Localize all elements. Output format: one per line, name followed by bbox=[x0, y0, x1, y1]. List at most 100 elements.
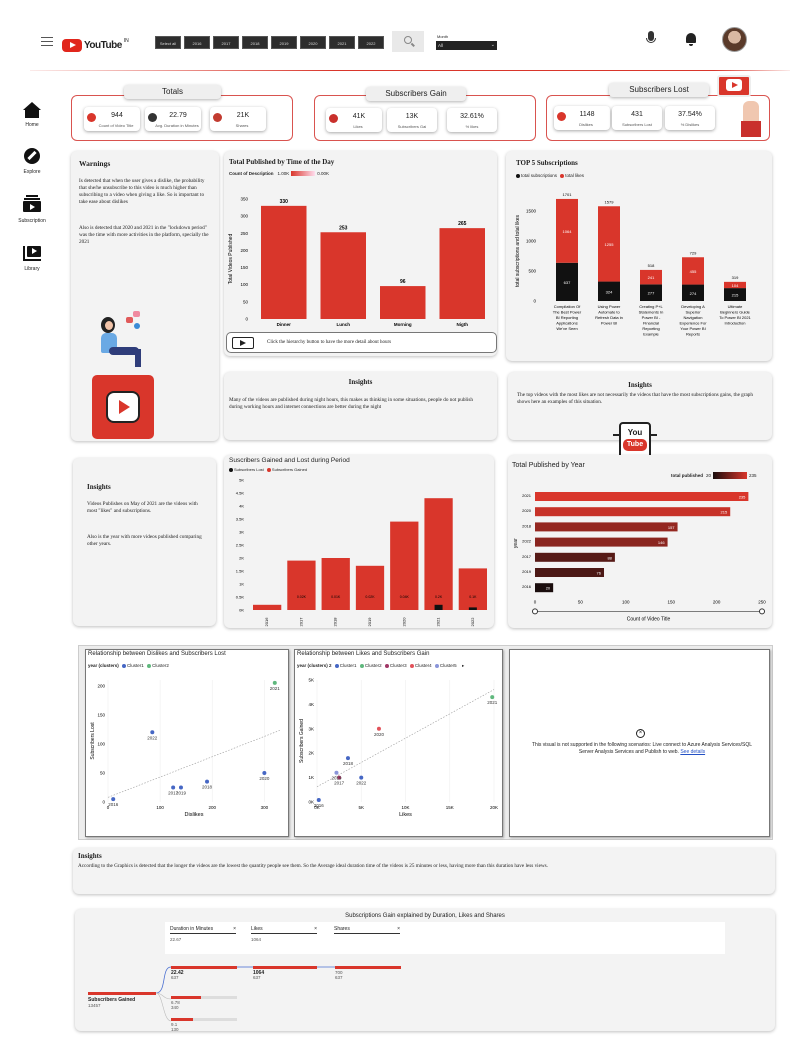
gl-bar-gained[interactable] bbox=[253, 604, 282, 610]
year-button-2022[interactable]: 2022 bbox=[358, 36, 384, 49]
top5-ytick: 0 bbox=[533, 299, 536, 304]
decomp-likes-bar[interactable] bbox=[253, 966, 317, 969]
s1-svg-point[interactable] bbox=[111, 797, 116, 802]
s2-svg-point[interactable] bbox=[316, 798, 321, 803]
top5-bar-subscriptions[interactable] bbox=[682, 284, 704, 301]
s2-svg-point[interactable] bbox=[490, 695, 495, 700]
top5-bar-likes[interactable] bbox=[682, 257, 704, 285]
s1-legend-1: Cluster1 bbox=[127, 663, 144, 668]
decomp-duration-bar[interactable] bbox=[171, 1018, 193, 1021]
top5-ytick: 500 bbox=[528, 269, 536, 274]
see-details-link[interactable]: See details bbox=[680, 749, 706, 755]
nav-explore[interactable]: Explore bbox=[8, 148, 56, 175]
gl-bar-gained[interactable] bbox=[287, 560, 316, 610]
lost-title: Subscribers Lost bbox=[609, 83, 709, 97]
by-year-bar[interactable] bbox=[535, 552, 615, 562]
by-year-bar[interactable] bbox=[535, 583, 554, 593]
gl-ytick: 3.5K bbox=[236, 517, 245, 522]
gl-legend-dot-gained bbox=[266, 467, 271, 472]
gl-data-label: 0.02K bbox=[297, 595, 307, 599]
decomp-column-2[interactable]: Likes × bbox=[251, 926, 317, 934]
close-icon[interactable]: × bbox=[314, 926, 317, 932]
top5-total-label: 319 bbox=[732, 275, 739, 280]
top5-bar-likes[interactable] bbox=[724, 281, 746, 289]
top5-legend-1: total subscriptions bbox=[521, 173, 558, 178]
nav-library[interactable]: Library bbox=[8, 246, 56, 272]
year-button-2016[interactable]: 2016 bbox=[184, 36, 210, 49]
by-year-bar[interactable] bbox=[535, 492, 749, 501]
year-button-2020[interactable]: 2020 bbox=[300, 36, 326, 49]
chevron-down-icon: ⌄ bbox=[490, 42, 495, 48]
month-dropdown[interactable]: All ⌄ bbox=[436, 41, 497, 50]
legend-next-icon[interactable]: ▸ bbox=[461, 663, 465, 668]
hierarchy-button[interactable]: Click the hierarchy button to have the m… bbox=[226, 332, 497, 353]
close-icon[interactable]: × bbox=[233, 926, 236, 932]
gl-bar-gained[interactable] bbox=[321, 558, 350, 610]
search-box[interactable] bbox=[392, 31, 424, 52]
range-slider-handle-min[interactable] bbox=[532, 608, 538, 615]
time-bar[interactable] bbox=[320, 232, 367, 319]
avatar[interactable] bbox=[722, 27, 747, 52]
by-year-legend: total published 20 235 bbox=[671, 472, 757, 479]
by-year-bar[interactable] bbox=[535, 507, 731, 517]
time-bar[interactable] bbox=[261, 205, 307, 319]
gl-category: 2019 bbox=[367, 617, 372, 627]
time-bar[interactable] bbox=[380, 286, 426, 319]
time-bar[interactable] bbox=[439, 228, 486, 319]
by-year-bar[interactable] bbox=[535, 568, 605, 577]
bell-icon[interactable] bbox=[685, 33, 697, 47]
year-button-2019[interactable]: 2019 bbox=[271, 36, 297, 49]
top5-bar-subscriptions[interactable] bbox=[640, 284, 662, 301]
top5-bar-subscriptions[interactable] bbox=[724, 288, 746, 301]
decomp-column-3[interactable]: Shares × bbox=[334, 926, 400, 934]
gl-ytick: 2.5K bbox=[236, 543, 245, 548]
s1-svg-point[interactable] bbox=[171, 785, 176, 790]
s1-svg-point[interactable] bbox=[150, 730, 155, 735]
range-slider-handle-max[interactable] bbox=[759, 608, 765, 615]
gl-bar-lost[interactable] bbox=[434, 604, 443, 610]
gl-bar-lost[interactable] bbox=[468, 607, 477, 610]
decomp-duration-bar[interactable] bbox=[171, 966, 237, 969]
gl-bar-gained[interactable] bbox=[424, 498, 453, 610]
top5-bar-subscriptions[interactable] bbox=[556, 262, 578, 301]
nav-home[interactable]: Home bbox=[8, 102, 56, 128]
gl-bar-gained[interactable] bbox=[355, 565, 385, 610]
decomp-bar-track bbox=[171, 996, 237, 999]
menu-icon[interactable] bbox=[41, 37, 53, 47]
close-icon[interactable]: × bbox=[397, 926, 400, 932]
gl-bar-gained[interactable] bbox=[390, 521, 419, 610]
s1-svg-point[interactable] bbox=[262, 770, 267, 775]
s2-svg-point[interactable] bbox=[334, 770, 339, 775]
decomp-root-bar[interactable] bbox=[88, 992, 156, 995]
year-button-select-all[interactable]: Select all bbox=[155, 36, 181, 49]
nav-subscription[interactable]: Subscription bbox=[8, 195, 56, 224]
s2-svg-point[interactable] bbox=[359, 775, 364, 780]
top5-bar-likes[interactable] bbox=[598, 206, 620, 282]
s1-svg-ytick: 50 bbox=[100, 770, 106, 775]
by-year-bar[interactable] bbox=[535, 537, 668, 547]
s2-svg-point[interactable] bbox=[337, 775, 342, 780]
decomp-shares-bar[interactable] bbox=[335, 966, 401, 969]
by-year-bar[interactable] bbox=[535, 522, 678, 532]
lost-kpi-1: 1148 Dislikes bbox=[554, 106, 610, 130]
decomp-column-1[interactable]: Duration in Minutes × bbox=[170, 926, 236, 934]
year-button-2018[interactable]: 2018 bbox=[242, 36, 268, 49]
top5-bar-likes[interactable] bbox=[556, 198, 578, 263]
s1-svg-point[interactable] bbox=[272, 680, 277, 685]
decomp-duration-bar[interactable] bbox=[171, 996, 201, 999]
s1-svg-point[interactable] bbox=[178, 785, 183, 790]
top5-bar-likes[interactable] bbox=[640, 269, 662, 285]
s1-svg-xlabel: Dislikes bbox=[185, 812, 204, 818]
totals-kpi-label-2: Avg. Duration in Minutes bbox=[155, 123, 199, 128]
top5-category: Ultimate Beginners Guide To Power BI 2021 I… bbox=[719, 304, 751, 326]
s2-svg-point[interactable] bbox=[376, 726, 381, 731]
s2-svg-point[interactable] bbox=[345, 756, 350, 761]
warnings-text-2: Also is detected that 2020 and 2021 in t… bbox=[79, 225, 209, 245]
year-button-2017[interactable]: 2017 bbox=[213, 36, 239, 49]
microphone-icon[interactable] bbox=[646, 31, 656, 47]
s1-svg-point[interactable] bbox=[205, 779, 210, 784]
gl-bar-gained[interactable] bbox=[458, 568, 487, 610]
top5-bar-subscriptions[interactable] bbox=[598, 281, 620, 301]
year-button-2021[interactable]: 2021 bbox=[329, 36, 355, 49]
youtube-logo[interactable]: YouTube IN bbox=[62, 38, 129, 52]
